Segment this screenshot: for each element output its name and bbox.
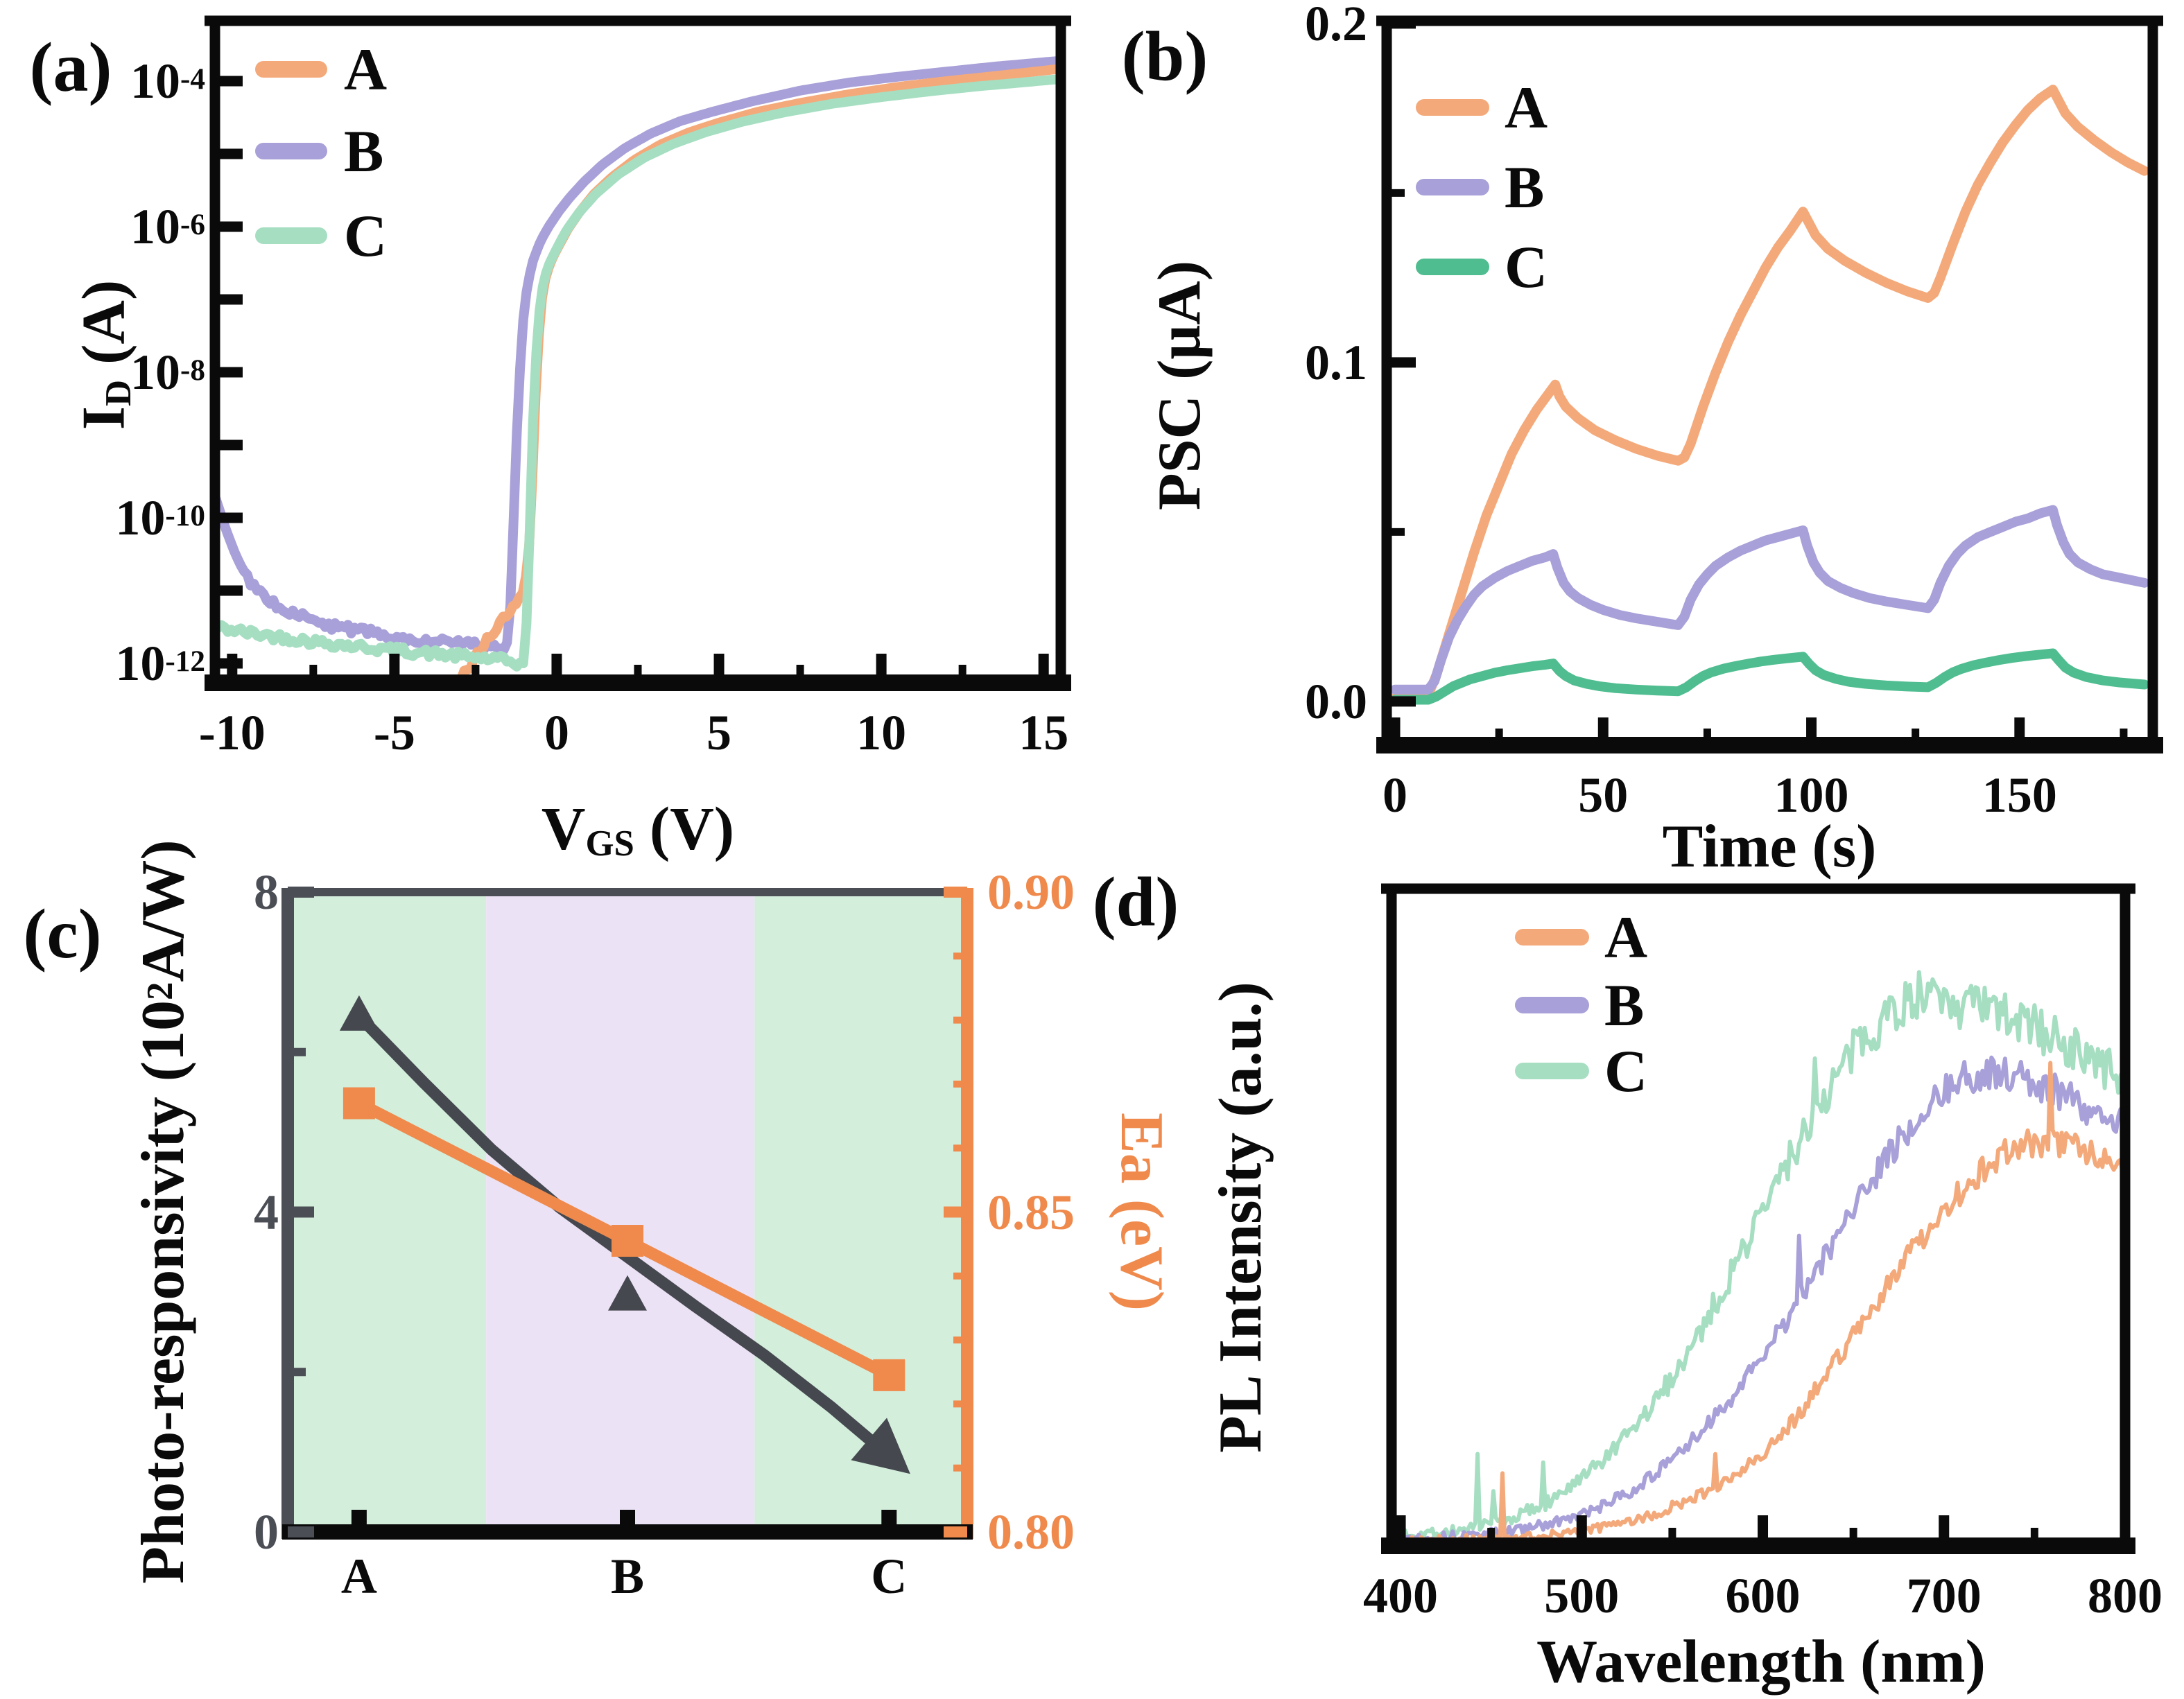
- axis-title-psc: PSC (μA): [1146, 260, 1213, 511]
- band-1: [486, 892, 755, 1532]
- legend-swatch-B: [1515, 997, 1589, 1013]
- legend-swatch-A: [1416, 99, 1489, 116]
- x-tick-label-d: 800: [2088, 1568, 2163, 1623]
- legend-swatch-A: [1515, 929, 1589, 946]
- y-tick-label-a: 10-6: [130, 199, 205, 255]
- curve-c-Photo-responsivity: [353, 1010, 895, 1462]
- curve-b-B: [1390, 505, 2149, 695]
- legend-label-B: B: [1505, 154, 1545, 220]
- band-0: [288, 892, 487, 1532]
- axis-title-vgs: VGS (V): [541, 795, 735, 864]
- x-tick-label-b: 100: [1774, 767, 1849, 823]
- curve-d-C: [1392, 970, 2125, 1542]
- axis-title-ea: Ea (eV): [1108, 1113, 1175, 1311]
- x-tick-label-a: -10: [198, 705, 266, 760]
- axis-title-time: Time (s): [1662, 813, 1877, 880]
- marker-square: [873, 1359, 905, 1391]
- axis-title-id: ID (A): [70, 279, 139, 430]
- legend-swatch-C: [1416, 259, 1489, 275]
- y-tick-label-c-right: 0.90: [987, 864, 1075, 920]
- legend-swatch-A: [255, 61, 327, 78]
- x-tick-label-a: 15: [1019, 705, 1069, 760]
- legend-label-A: A: [344, 36, 388, 103]
- curve-b-C: [1390, 648, 2149, 705]
- legend-label-C: C: [1505, 234, 1548, 300]
- legend-swatch-C: [1515, 1063, 1589, 1079]
- y-tick-label-c-left: 4: [254, 1184, 279, 1240]
- axis-title-photoresponsivity: Photo-responsivity (102A/W): [130, 839, 197, 1584]
- marker-square: [612, 1225, 643, 1257]
- legend-label-C: C: [1604, 1038, 1648, 1104]
- marker-arrowhead: [851, 1418, 910, 1474]
- x-tick-label-a: -5: [373, 705, 415, 760]
- x-tick-label-b: 0: [1383, 767, 1407, 823]
- x-tick-label-d: 700: [1906, 1568, 1982, 1623]
- axis-title-pl-intensity: PL Intensity (a.u.): [1207, 982, 1274, 1453]
- y-tick-label-a: 10-12: [115, 635, 205, 691]
- curve-d-B: [1392, 1055, 2125, 1544]
- curve-b-A: [1390, 85, 2149, 703]
- legend-label-A: A: [1505, 74, 1548, 141]
- y-tick-label-c-right: 0.80: [987, 1504, 1075, 1560]
- marker-triangle: [608, 1275, 647, 1311]
- axis-title-wavelength: Wavelength (nm): [1536, 1628, 1986, 1696]
- marker-square: [343, 1087, 375, 1119]
- x-tick-label-a: 5: [707, 705, 732, 760]
- panel-letter-a: (a): [29, 28, 112, 107]
- curve-d-A: [1392, 1061, 2125, 1546]
- x-tick-label-d: 400: [1363, 1568, 1439, 1623]
- y-tick-label-b: 0.1: [1305, 334, 1367, 390]
- panel-letter-c: (c): [23, 895, 102, 973]
- x-tick-label-d: 500: [1544, 1568, 1620, 1623]
- y-tick-label-c-left: 8: [254, 864, 279, 920]
- y-tick-label-a: 10-10: [115, 489, 205, 546]
- x-tick-label-a: 0: [544, 705, 569, 760]
- x-tick-label-a: 10: [856, 705, 907, 760]
- legend-label-C: C: [344, 202, 388, 269]
- legend-label-B: B: [344, 118, 384, 184]
- x-tick-label-c: C: [871, 1549, 908, 1604]
- y-tick-label-c-left: 0: [254, 1504, 279, 1560]
- x-tick-label-b: 150: [1982, 767, 2057, 823]
- x-tick-label-d: 600: [1725, 1568, 1801, 1623]
- curve-a-B: [215, 55, 1061, 656]
- y-tick-label-b: 0.2: [1305, 0, 1367, 51]
- marker-triangle: [339, 995, 379, 1031]
- legend-swatch-B: [1416, 179, 1489, 195]
- legend-swatch-C: [255, 227, 327, 244]
- legend-label-B: B: [1604, 972, 1645, 1038]
- x-tick-label-b: 50: [1578, 767, 1629, 823]
- y-tick-label-c-right: 0.85: [987, 1184, 1075, 1240]
- y-tick-label-a: 10-8: [130, 345, 205, 400]
- legend-label-A: A: [1604, 904, 1648, 970]
- curve-a-C: [215, 74, 1061, 672]
- legend-swatch-B: [255, 143, 327, 159]
- panel-letter-b: (b): [1121, 17, 1208, 96]
- x-tick-label-c: B: [610, 1549, 645, 1604]
- y-tick-label-b: 0.0: [1305, 673, 1367, 729]
- x-tick-label-c: A: [340, 1549, 377, 1604]
- y-tick-label-a: 10-4: [130, 53, 205, 110]
- panel-letter-d: (d): [1092, 863, 1179, 941]
